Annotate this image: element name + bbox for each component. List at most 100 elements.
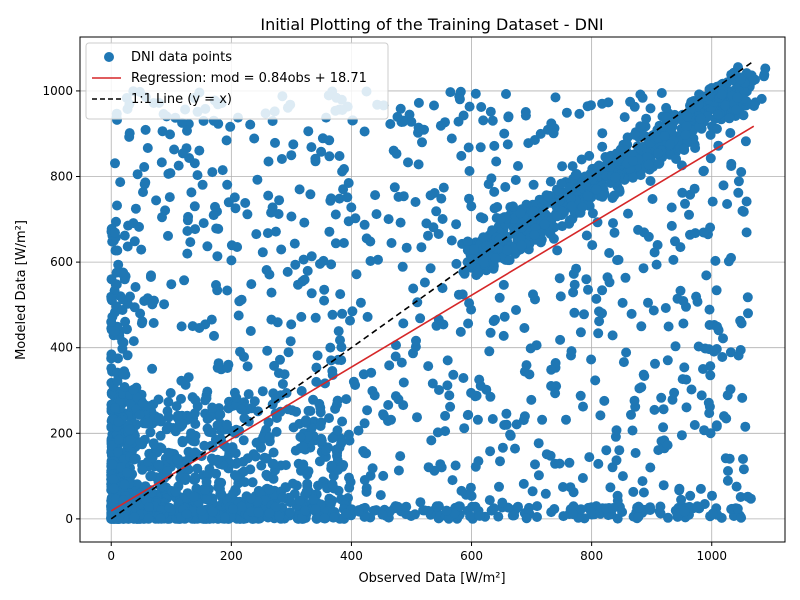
data-point [546, 364, 557, 375]
data-point [226, 255, 237, 266]
data-point [142, 143, 153, 153]
data-point [361, 448, 372, 459]
data-point [440, 410, 451, 421]
data-point [125, 435, 136, 446]
data-point [566, 201, 577, 212]
data-point [487, 115, 498, 126]
data-point [491, 156, 502, 167]
data-point [709, 346, 719, 357]
data-point [119, 479, 130, 490]
data-point [510, 175, 521, 185]
data-point [212, 285, 223, 296]
data-point [526, 394, 537, 405]
data-point [106, 349, 117, 360]
data-point [303, 126, 314, 137]
data-point [472, 414, 483, 425]
data-point [592, 217, 603, 228]
data-point [665, 139, 676, 150]
data-point [129, 236, 140, 247]
data-point [253, 406, 263, 417]
chart-title: Initial Plotting of the Training Dataset… [260, 15, 603, 34]
data-point [586, 507, 597, 517]
data-point [712, 321, 723, 332]
data-point [277, 379, 288, 389]
data-point [345, 477, 356, 487]
data-point [106, 316, 117, 327]
data-point [128, 384, 139, 395]
data-point [741, 227, 752, 238]
data-point [398, 318, 409, 329]
data-point [263, 156, 274, 167]
data-point [113, 416, 124, 427]
data-point [192, 170, 203, 181]
data-point [406, 116, 417, 127]
data-point [332, 425, 343, 436]
data-point [490, 253, 501, 264]
data-point [577, 202, 588, 212]
data-point [308, 494, 319, 505]
data-point [262, 345, 273, 356]
data-point [415, 497, 426, 508]
data-point [300, 505, 311, 516]
data-point [110, 493, 121, 504]
data-point [495, 456, 505, 467]
data-point [462, 236, 473, 247]
data-point [276, 154, 287, 164]
data-point [145, 272, 156, 282]
data-point [259, 495, 270, 506]
data-point [599, 395, 610, 406]
data-point [459, 423, 470, 434]
data-point [232, 242, 243, 252]
data-point [484, 495, 495, 506]
y-tick-label: 600 [50, 255, 73, 269]
data-point [641, 113, 652, 124]
data-point [548, 233, 559, 244]
plot-frame [79, 36, 786, 543]
data-point [389, 182, 400, 193]
data-point [106, 389, 117, 400]
data-point [274, 511, 285, 522]
data-point [736, 167, 747, 177]
data-point [139, 296, 150, 306]
data-point [326, 259, 337, 270]
data-point [305, 189, 316, 200]
data-point [396, 357, 407, 368]
data-point [504, 255, 515, 266]
data-point [635, 89, 646, 100]
identity-line [110, 60, 755, 520]
data-point [247, 477, 258, 488]
data-point [189, 436, 200, 447]
data-point [495, 213, 506, 224]
data-point [550, 92, 561, 103]
data-point [742, 491, 753, 502]
data-point [464, 101, 475, 112]
data-point [518, 478, 529, 489]
data-point [153, 459, 164, 470]
data-point [740, 421, 751, 432]
data-point [286, 211, 297, 222]
data-point [163, 397, 174, 407]
data-point [107, 440, 118, 451]
data-point [579, 309, 589, 320]
data-point [597, 308, 607, 319]
data-point [667, 394, 678, 405]
data-point [256, 442, 266, 453]
data-point [172, 410, 183, 421]
data-point [182, 125, 192, 136]
data-point [112, 200, 122, 211]
data-point [705, 370, 716, 381]
data-point [645, 502, 656, 513]
data-point [705, 153, 716, 164]
data-point [447, 475, 458, 486]
data-point [327, 479, 338, 490]
data-point [554, 273, 565, 284]
data-point [427, 378, 438, 389]
data-point [362, 311, 373, 322]
data-point [505, 429, 516, 440]
data-point [698, 364, 708, 374]
data-point [612, 490, 623, 501]
data-point [569, 307, 580, 318]
data-point [591, 293, 602, 304]
data-point [597, 285, 608, 296]
data-point [186, 187, 197, 198]
